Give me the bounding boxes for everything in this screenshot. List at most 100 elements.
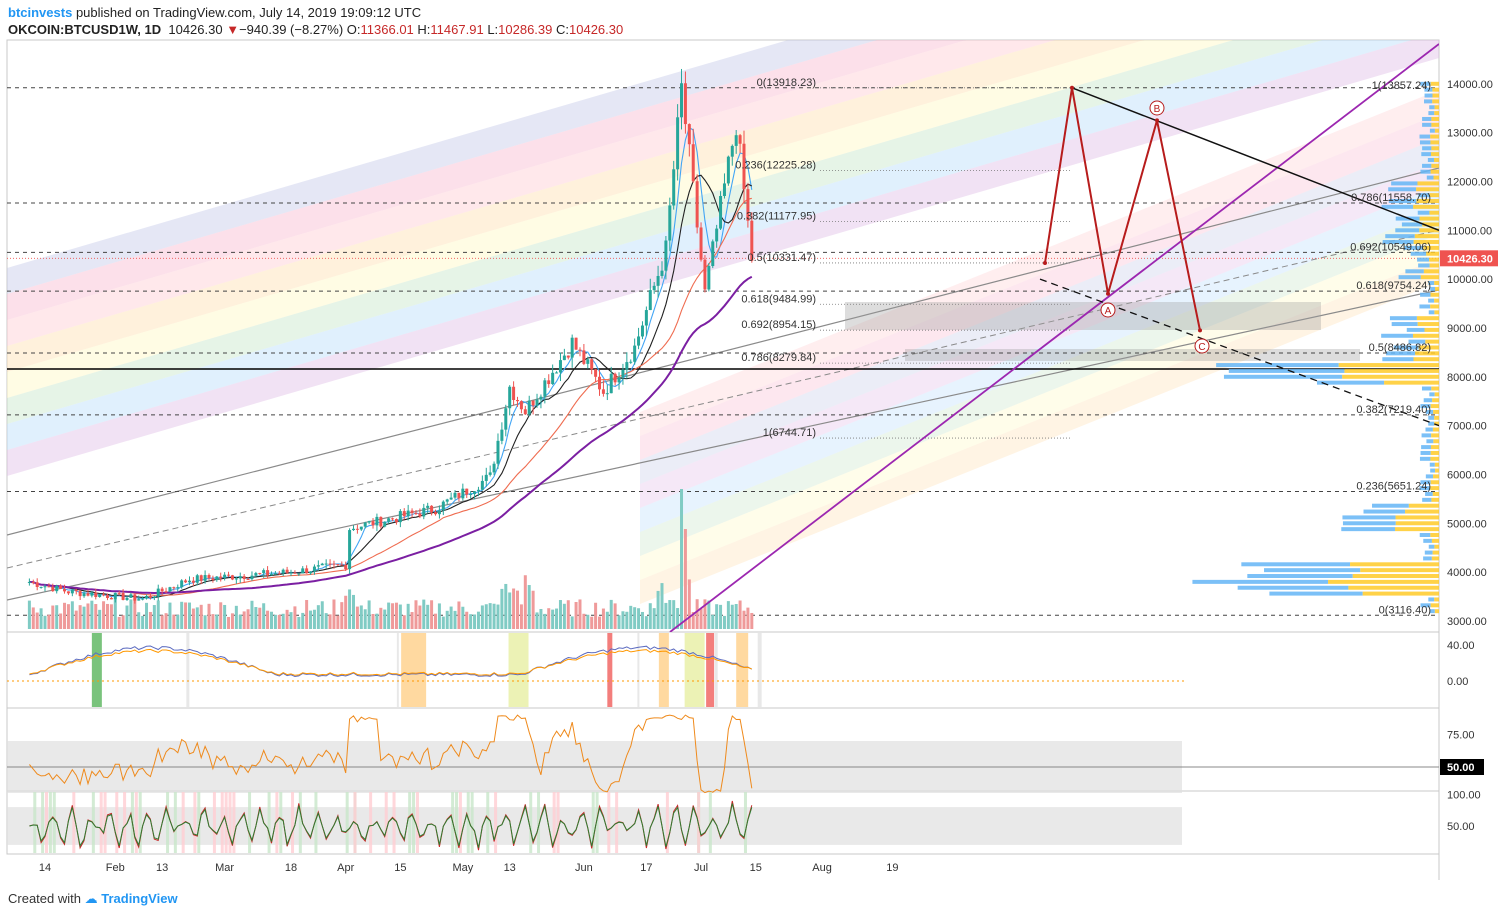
volume-bar bbox=[258, 607, 262, 629]
volume-bar bbox=[246, 609, 250, 629]
channel-line bbox=[7, 167, 1439, 536]
adx-pane[interactable] bbox=[6, 631, 1440, 709]
candle-body bbox=[566, 355, 570, 358]
volume-profile-down bbox=[1415, 351, 1439, 356]
candle-body bbox=[543, 380, 547, 397]
candle-body bbox=[707, 266, 711, 290]
candle-body bbox=[78, 591, 82, 597]
elliott-label-circle bbox=[1100, 302, 1116, 318]
volume-profile-up bbox=[1425, 474, 1434, 479]
volume-bar bbox=[492, 603, 496, 629]
volume-bar bbox=[519, 604, 523, 629]
volume-profile bbox=[1192, 81, 1439, 614]
candle-body bbox=[664, 240, 668, 271]
volume-bar bbox=[664, 602, 668, 629]
volume-profile-up bbox=[1421, 433, 1432, 438]
volume-bar bbox=[31, 607, 35, 629]
volume-profile-up bbox=[1406, 327, 1425, 332]
volume-profile-up bbox=[1428, 310, 1435, 315]
adx-highlight bbox=[186, 633, 190, 707]
price-tick-label: 13000.00 bbox=[1447, 128, 1493, 140]
candle-body bbox=[441, 501, 445, 511]
fib-left-label: 0.236(12225.28) bbox=[735, 159, 816, 171]
last-price-tag-text: 10426.30 bbox=[1447, 253, 1493, 265]
fib-left-label: 0.382(11177.95) bbox=[737, 211, 816, 223]
volume-bar bbox=[98, 609, 102, 629]
volume-profile-down bbox=[1344, 368, 1439, 373]
stoch-highlight bbox=[298, 792, 302, 853]
candle-body bbox=[316, 565, 320, 567]
candle-body bbox=[660, 270, 664, 276]
volume-bar bbox=[309, 610, 313, 629]
volume-bar bbox=[59, 613, 63, 629]
tradingview-brand-link[interactable]: TradingView bbox=[101, 891, 178, 906]
candle-body bbox=[102, 594, 106, 596]
volume-profile-down bbox=[1417, 322, 1439, 327]
volume-profile-down bbox=[1432, 99, 1439, 104]
candle-body bbox=[574, 337, 578, 350]
volume-profile-up bbox=[1419, 456, 1431, 461]
stoch-highlight bbox=[45, 792, 48, 853]
volume-profile-down bbox=[1412, 333, 1439, 338]
adx-highlight bbox=[91, 633, 102, 707]
candle-body bbox=[547, 380, 551, 385]
stoch-highlight bbox=[267, 792, 271, 853]
candle-body bbox=[484, 474, 488, 481]
volume-profile-down bbox=[1425, 339, 1439, 344]
time-tick-label: 13 bbox=[156, 862, 168, 874]
candle-body bbox=[363, 522, 367, 527]
volume-profile-up bbox=[1363, 509, 1406, 514]
volume-bar bbox=[250, 600, 254, 629]
volume-bar bbox=[160, 615, 164, 629]
volume-profile-up bbox=[1401, 222, 1423, 227]
candle-body bbox=[391, 518, 395, 520]
volume-profile-up bbox=[1425, 409, 1434, 414]
time-axis[interactable]: 14 Feb 13 Mar 18 Apr 15 May 13 Jun 17 Jul 15 Aug 19 bbox=[39, 862, 899, 874]
candle-body bbox=[246, 579, 250, 581]
volume-bar bbox=[398, 604, 402, 629]
volume-profile-up bbox=[1404, 245, 1424, 250]
symbol-label[interactable]: OKCOIN:BTCUSD1W, 1D bbox=[8, 22, 162, 37]
time-tick-label: 13 bbox=[504, 862, 516, 874]
price-axis[interactable]: 14000.00 13000.00 12000.00 11000.00 10000.00… bbox=[1440, 79, 1498, 628]
volume-bar bbox=[332, 599, 336, 629]
volume-bar bbox=[328, 614, 332, 629]
elliott-label-circle bbox=[1194, 338, 1210, 354]
candle-body bbox=[133, 594, 137, 601]
stoch-highlight bbox=[314, 792, 318, 853]
stoch-highlight bbox=[291, 792, 295, 853]
candle-body bbox=[691, 144, 695, 182]
author-name[interactable]: btcinvests bbox=[8, 5, 73, 20]
volume-profile-up bbox=[1420, 169, 1431, 174]
volume-bar bbox=[640, 611, 644, 629]
time-tick-label: Apr bbox=[337, 862, 354, 874]
adx-highlight bbox=[736, 633, 749, 707]
volume-bar bbox=[367, 600, 371, 629]
candle-body bbox=[344, 564, 348, 570]
band bbox=[7, 40, 1145, 372]
volume-profile-up bbox=[1424, 550, 1433, 555]
volume-bar bbox=[51, 605, 55, 629]
candle-body bbox=[39, 586, 43, 588]
candle-body bbox=[250, 575, 254, 580]
candle-body bbox=[523, 409, 527, 415]
candle-body bbox=[465, 488, 469, 495]
volume-bar bbox=[156, 600, 160, 629]
volume-bar bbox=[211, 614, 215, 629]
volume-bar bbox=[148, 611, 152, 629]
volume-bar bbox=[453, 610, 457, 629]
volume-bar bbox=[574, 602, 578, 629]
stoch-highlight bbox=[197, 792, 201, 853]
volume-profile-up bbox=[1424, 87, 1433, 92]
candle-body bbox=[191, 580, 195, 583]
volume-profile-up bbox=[1422, 122, 1432, 127]
price-pane[interactable] bbox=[6, 39, 1440, 633]
time-tick-label: 15 bbox=[394, 862, 406, 874]
volume-bar bbox=[652, 608, 656, 629]
candle-body bbox=[355, 528, 359, 530]
volume-bar bbox=[66, 604, 70, 629]
candle-body bbox=[601, 389, 605, 394]
candle-body bbox=[160, 588, 164, 592]
volume-bar bbox=[351, 594, 355, 629]
